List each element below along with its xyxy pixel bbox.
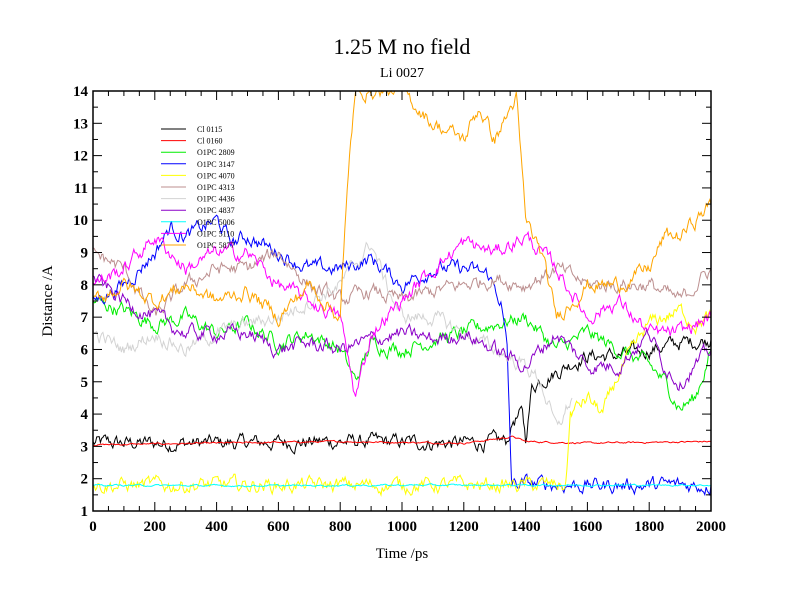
x-tick-label: 1400 — [511, 519, 541, 535]
x-tick-label: 1800 — [634, 519, 664, 535]
legend-label: O1PC 4436 — [197, 195, 235, 204]
x-tick-label: 0 — [89, 519, 97, 535]
legend-label: O1PC 4837 — [197, 206, 235, 215]
y-tick-label: 4 — [81, 407, 89, 423]
y-tick-label: 3 — [81, 439, 89, 455]
x-tick-label: 2000 — [696, 519, 726, 535]
y-tick-label: 14 — [73, 84, 89, 100]
series-line-o1pc-5006 — [92, 483, 712, 488]
series-line-o1pc-4070 — [92, 303, 712, 497]
y-tick-label: 9 — [81, 246, 89, 262]
y-tick-label: 2 — [81, 472, 89, 488]
series-line-o1pc-4313 — [92, 247, 712, 316]
y-tick-label: 10 — [73, 213, 88, 229]
x-tick-label: 1200 — [449, 519, 479, 535]
legend-label: O1PC 4313 — [197, 183, 235, 192]
x-tick-label: 200 — [144, 519, 167, 535]
legend: Cl 0115 Cl 0160 O1PC 2809 O1PC 3147 O1PC 407… — [161, 125, 235, 250]
x-tick-label: 600 — [267, 519, 290, 535]
y-axis-label: Distance /A — [40, 265, 56, 336]
series-line-o1pc-2809 — [92, 296, 712, 411]
chart-title: 1.25 M no field — [334, 34, 471, 59]
series-line-cl-0115 — [92, 335, 712, 455]
series-line-o1pc-4436 — [92, 241, 573, 426]
y-tick-label: 5 — [81, 375, 89, 391]
y-tick-label: 6 — [81, 342, 89, 358]
x-tick-label: 400 — [205, 519, 228, 535]
series-line-o1pc-5110 — [92, 230, 712, 397]
legend-label: O1PC 5110 — [197, 229, 234, 238]
legend-label: O1PC 5006 — [197, 218, 235, 227]
y-tick-label: 12 — [73, 149, 88, 165]
legend-label: Cl 0115 — [197, 125, 222, 134]
plot-lines — [92, 90, 712, 497]
x-tick-label: 1600 — [572, 519, 602, 535]
y-tick-label: 8 — [81, 278, 89, 294]
y-tick-label: 11 — [74, 181, 88, 197]
y-tick-label: 1 — [81, 504, 89, 520]
series-line-cl-0160 — [92, 435, 712, 447]
legend-label: O1PC 4070 — [197, 171, 235, 180]
y-tick-label: 7 — [81, 310, 89, 326]
x-axis-label: Time /ps — [376, 546, 429, 562]
axis-ticks: 0 200 400 600 800 1000 1200 1400 1600 1800 2000123… — [73, 84, 726, 535]
legend-label: Cl 0160 — [197, 137, 223, 146]
legend-label: O1PC 5877 — [197, 241, 235, 250]
chart-subtitle: Li 0027 — [380, 66, 424, 81]
series-line-o1pc-3147 — [92, 214, 712, 497]
legend-label: O1PC 3147 — [197, 160, 235, 169]
series-line-o1pc-4837 — [92, 273, 712, 392]
legend-label: O1PC 2809 — [197, 148, 235, 157]
y-tick-label: 13 — [73, 116, 88, 132]
x-tick-label: 800 — [329, 519, 352, 535]
x-tick-label: 1000 — [387, 519, 417, 535]
